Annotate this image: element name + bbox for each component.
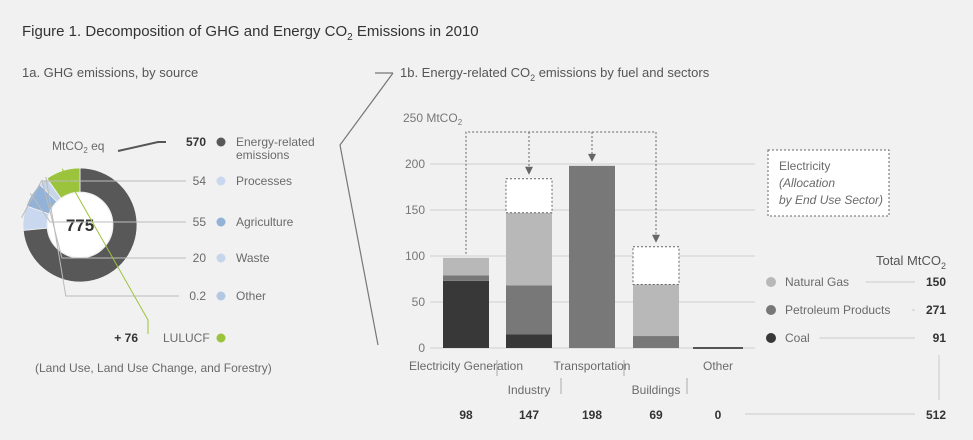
slice-label-waste: Waste [236,251,270,265]
electricity-allocation-legend: Electricity (Allocation by End Use Secto… [767,149,890,217]
x-label-other: Other [703,359,733,373]
y-tick-0: 0 [418,341,425,355]
y-tick-150: 150 [405,203,425,217]
slice-label-energy-related-line2: emissions [236,148,289,162]
legend-total-petroleum-products: 271 [926,303,946,317]
electricity-legend-line2: (Allocation [779,176,835,190]
y-tick-50: 50 [412,295,426,309]
electricity-box-industry [505,178,553,214]
leader-line-energy-related [117,141,166,152]
bar-total-industry: 147 [519,408,539,422]
bar-industry-coal [506,334,552,348]
leader-line-lulucf [61,168,149,334]
slice-label-other: Other [236,289,266,303]
electricity-legend-line1: Electricity [779,159,830,173]
donut-slice-energy-related [22,167,138,283]
donut-center [48,193,112,257]
legend-dot-other [216,291,226,301]
y-tick-100: 100 [405,249,425,263]
donut-total: 775 [66,216,94,235]
legend-label-petroleum-products: Petroleum Products [785,303,890,317]
legend-total-natural-gas: 150 [926,275,946,289]
donut-slice-lulucf [46,167,81,199]
x-label-transportation: Transportation [554,359,631,373]
legend-dot-coal [766,333,776,343]
legend-dot-energy-related [216,137,226,147]
legend-dot-petroleum-products [766,305,776,315]
grand-total: 512 [926,408,946,422]
bar-industry-natural-gas [506,212,552,286]
value-label-other: 0.2 [189,289,206,303]
value-label-agriculture: 55 [193,215,207,229]
bar-transportation-petroleum-products [569,165,615,348]
bar-total-transportation: 198 [582,408,602,422]
legend-dot-lulucf [216,333,226,343]
x-label-electricity-generation: Electricity Generation [409,359,523,373]
panel-b-title: 1b. Energy-related CO2 emissions by fuel… [400,65,710,83]
legend-label-natural-gas: Natural Gas [785,275,849,289]
leader-line-waste [41,179,186,259]
figure-title: Figure 1. Decomposition of GHG and Energ… [22,23,479,43]
slice-label-agriculture: Agriculture [236,215,294,229]
slice-label-lulucf: LULUCF [163,331,210,345]
value-label-energy-related: 570 [186,135,206,149]
x-label-buildings: Buildings [632,383,681,397]
legend-total-coal: 91 [933,331,947,345]
value-label-waste: 20 [193,251,207,265]
legend-dot-natural-gas [766,277,776,287]
fuel-legend-header: Total MtCO2 [876,253,946,271]
x-label-industry: Industry [508,383,551,397]
bar-total-other: 0 [715,408,722,422]
donut-unit-label: MtCO2 eq [52,139,104,155]
allocation-arrow-head-transportation [588,153,596,162]
value-label-processes: 54 [193,174,207,188]
panel-a-title: 1a. GHG emissions, by source [22,65,198,80]
bar-buildings-petroleum-products [633,336,679,348]
fuel-legend: Total MtCO2 Natural Gas 150 Petroleum Prod… [766,253,946,345]
bar-electricity-generation-coal [443,280,489,348]
y-tick-200: 200 [405,157,425,171]
bar-total-buildings: 69 [649,408,663,422]
legend-dot-waste [216,253,226,263]
slice-label-energy-related: Energy-related [236,135,315,149]
allocation-bracket [465,131,657,254]
electricity-legend-line3: by End Use Sector) [779,193,883,207]
legend-label-coal: Coal [785,331,810,345]
bar-total-electricity-generation: 98 [459,408,473,422]
legend-dot-agriculture [216,217,226,227]
bar-industry-petroleum-products [506,285,552,335]
leader-line-agriculture [29,193,186,223]
energy-co2-bar-chart: 0 50 100 150 200 250 MtCO2 Electricity Generat… [403,111,946,422]
lulucf-footnote: (Land Use, Land Use Change, and Forestry… [35,361,272,375]
legend-dot-processes [216,176,226,186]
allocation-arrow-head-industry [525,166,533,175]
leader-line-processes [21,180,186,218]
slice-label-processes: Processes [236,174,292,188]
y-axis-unit: 250 MtCO2 [403,111,463,127]
bar-electricity-generation-petroleum-products [443,275,489,281]
leader-line-other [45,176,179,297]
electricity-box-buildings [632,246,680,286]
bar-electricity-generation-natural-gas [443,257,489,276]
value-label-lulucf: + 76 [114,331,138,345]
bar-buildings-natural-gas [633,284,679,337]
bracket-connector [339,72,394,346]
allocation-arrow-head-buildings [652,234,660,243]
